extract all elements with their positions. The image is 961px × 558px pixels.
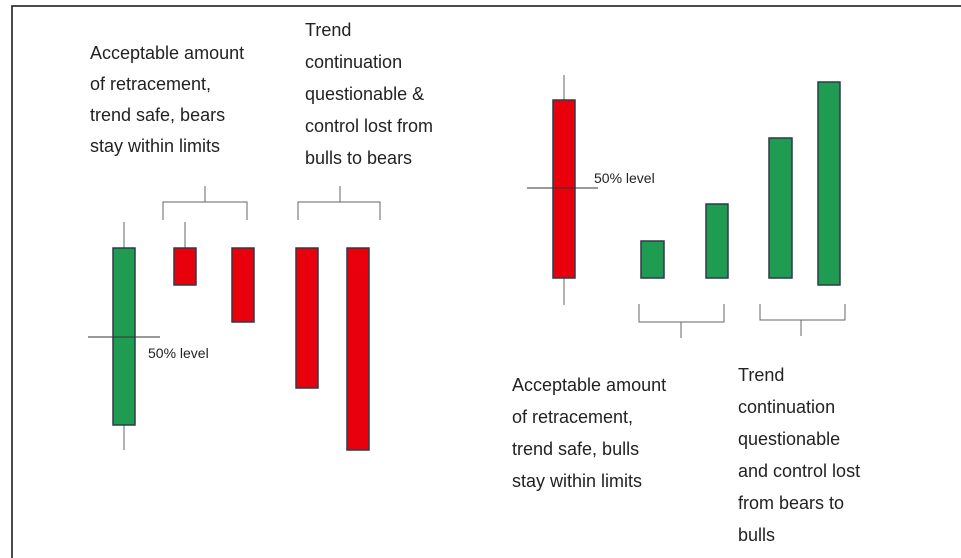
note: Acceptable amount of retracement, trend sa… — [512, 375, 666, 491]
note-line: trend safe, bears — [90, 105, 225, 125]
bracket — [297, 186, 381, 220]
note-line: trend safe, bulls — [512, 439, 639, 459]
note-line: bulls — [738, 525, 775, 545]
red-candle — [295, 247, 319, 389]
bracket — [759, 304, 846, 336]
note-line: Trend — [738, 365, 784, 385]
note-line: stay within limits — [512, 471, 642, 491]
green-candle — [705, 203, 729, 279]
note-line: questionable & — [305, 84, 424, 104]
right-panel: 50% level Acceptable amount of retracemen… — [512, 75, 860, 545]
note-line: bulls to bears — [305, 148, 412, 168]
bracket — [162, 186, 248, 220]
note-line: and control lost — [738, 461, 860, 481]
note-line: of retracement, — [512, 407, 633, 427]
note-line: control lost from — [305, 116, 433, 136]
note: Acceptable amount of retracement, trend sa… — [90, 43, 244, 156]
note-line: Acceptable amount — [90, 43, 244, 63]
note-line: questionable — [738, 429, 840, 449]
red-candle — [346, 247, 370, 451]
note-line: stay within limits — [90, 136, 220, 156]
red-candle — [552, 99, 576, 279]
green-candle — [817, 81, 841, 286]
red-candle — [173, 247, 197, 286]
note: Trend continuation questionable and control… — [738, 365, 860, 545]
note-line: from bears to — [738, 493, 844, 513]
frame — [11, 5, 961, 558]
note-line: continuation — [738, 397, 835, 417]
red-candle — [231, 247, 255, 323]
note-line: of retracement, — [90, 74, 211, 94]
note-line: continuation — [305, 52, 402, 72]
green-candle — [640, 240, 665, 279]
note: Trend continuation questionable & control l… — [305, 20, 433, 168]
level-label: 50% level — [148, 345, 209, 361]
bracket — [638, 304, 725, 338]
left-panel: 50% level Acceptable amount of retracemen… — [88, 20, 433, 451]
note-line: Acceptable amount — [512, 375, 666, 395]
level-label: 50% level — [594, 170, 655, 186]
green-candle — [768, 137, 793, 279]
note-line: Trend — [305, 20, 351, 40]
